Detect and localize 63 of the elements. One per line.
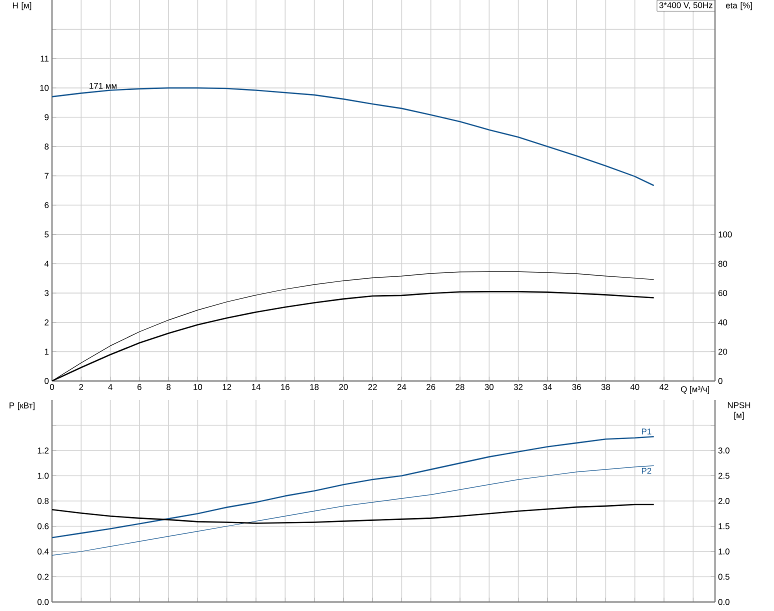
x-tick-label: 14 (252, 384, 260, 390)
x-tick-label: 26 (426, 384, 436, 390)
y-tick-label: 0 (44, 378, 49, 384)
y2-tick-label: 2.5 (718, 472, 730, 479)
y-tick-label: 0.6 (38, 523, 49, 530)
x-tick-label: 4 (108, 384, 112, 390)
y-axis-title: P [кВт] (10, 402, 34, 410)
y2-tick-label: 80 (718, 260, 728, 267)
y2-tick-label: 0 (718, 378, 722, 384)
x-tick-label: 2 (79, 384, 84, 390)
x-tick-label: 0 (50, 384, 54, 390)
y-tick-label: 1 (44, 348, 49, 355)
x-tick-label: 36 (572, 384, 581, 390)
y2-tick-label: 1.5 (718, 523, 730, 530)
x-tick-label: 42 (659, 384, 668, 390)
y-tick-label: 9 (44, 114, 49, 120)
y2-tick-label: 100 (718, 231, 732, 238)
y2-tick-label: 60 (718, 290, 728, 296)
y2-tick-label: 1.0 (718, 548, 730, 554)
y-tick-label: 1.0 (38, 472, 49, 479)
y-tick-label: 6 (44, 202, 49, 208)
y2-tick-label: 0.5 (718, 574, 730, 580)
x-tick-label: 22 (368, 384, 377, 390)
y2-tick-label: 20 (718, 348, 728, 355)
x-tick-label: 40 (630, 384, 640, 390)
y-tick-label: 11 (40, 56, 49, 62)
x-tick-label: 8 (166, 384, 171, 390)
series-label: P2 (642, 468, 652, 474)
y-tick-label: 5 (44, 232, 49, 238)
series-label: P1 (642, 428, 652, 434)
y2-axis-title: NPSH [м] (728, 402, 750, 420)
y-tick-label: 0.2 (38, 574, 49, 580)
x-tick-label: 10 (194, 384, 202, 390)
y-tick-label: 0.8 (38, 498, 49, 504)
y-tick-label: 0.0 (38, 599, 49, 605)
x-tick-label: 34 (543, 384, 552, 390)
y2-tick-label: 0.0 (718, 599, 730, 605)
annotation: 171 мм (90, 82, 116, 89)
y-tick-label: 4 (44, 260, 49, 267)
x-tick-label: 32 (514, 384, 523, 390)
y-tick-label: 2 (44, 319, 49, 326)
y-tick-label: 10 (40, 84, 49, 91)
y2-tick-label: 3.0 (718, 448, 730, 454)
y-tick-label: 1.2 (38, 448, 49, 454)
y2-axis-title: eta [%] (726, 2, 752, 10)
y-tick-label: 7 (44, 172, 49, 179)
x-tick-label: 18 (310, 384, 319, 390)
x-tick-label: 28 (456, 384, 464, 390)
x-tick-label: 16 (281, 384, 290, 390)
x-tick-label: 20 (339, 384, 348, 390)
y2-tick-label: 2.0 (718, 498, 730, 504)
chart-title: 3*400 V, 50Hz (659, 2, 712, 10)
y-tick-label: 0.4 (38, 548, 49, 554)
x-tick-label: 6 (138, 384, 142, 390)
x-axis-title: Q [м³/ч] (680, 386, 710, 394)
y2-tick-label: 40 (718, 319, 728, 326)
y-tick-label: 3 (44, 290, 49, 296)
x-tick-label: 30 (484, 384, 494, 390)
y-axis-title: H [м] (12, 2, 32, 10)
y-tick-label: 8 (44, 144, 49, 150)
x-tick-label: 12 (222, 384, 232, 390)
x-tick-label: 24 (397, 384, 406, 390)
x-tick-label: 38 (601, 384, 610, 390)
